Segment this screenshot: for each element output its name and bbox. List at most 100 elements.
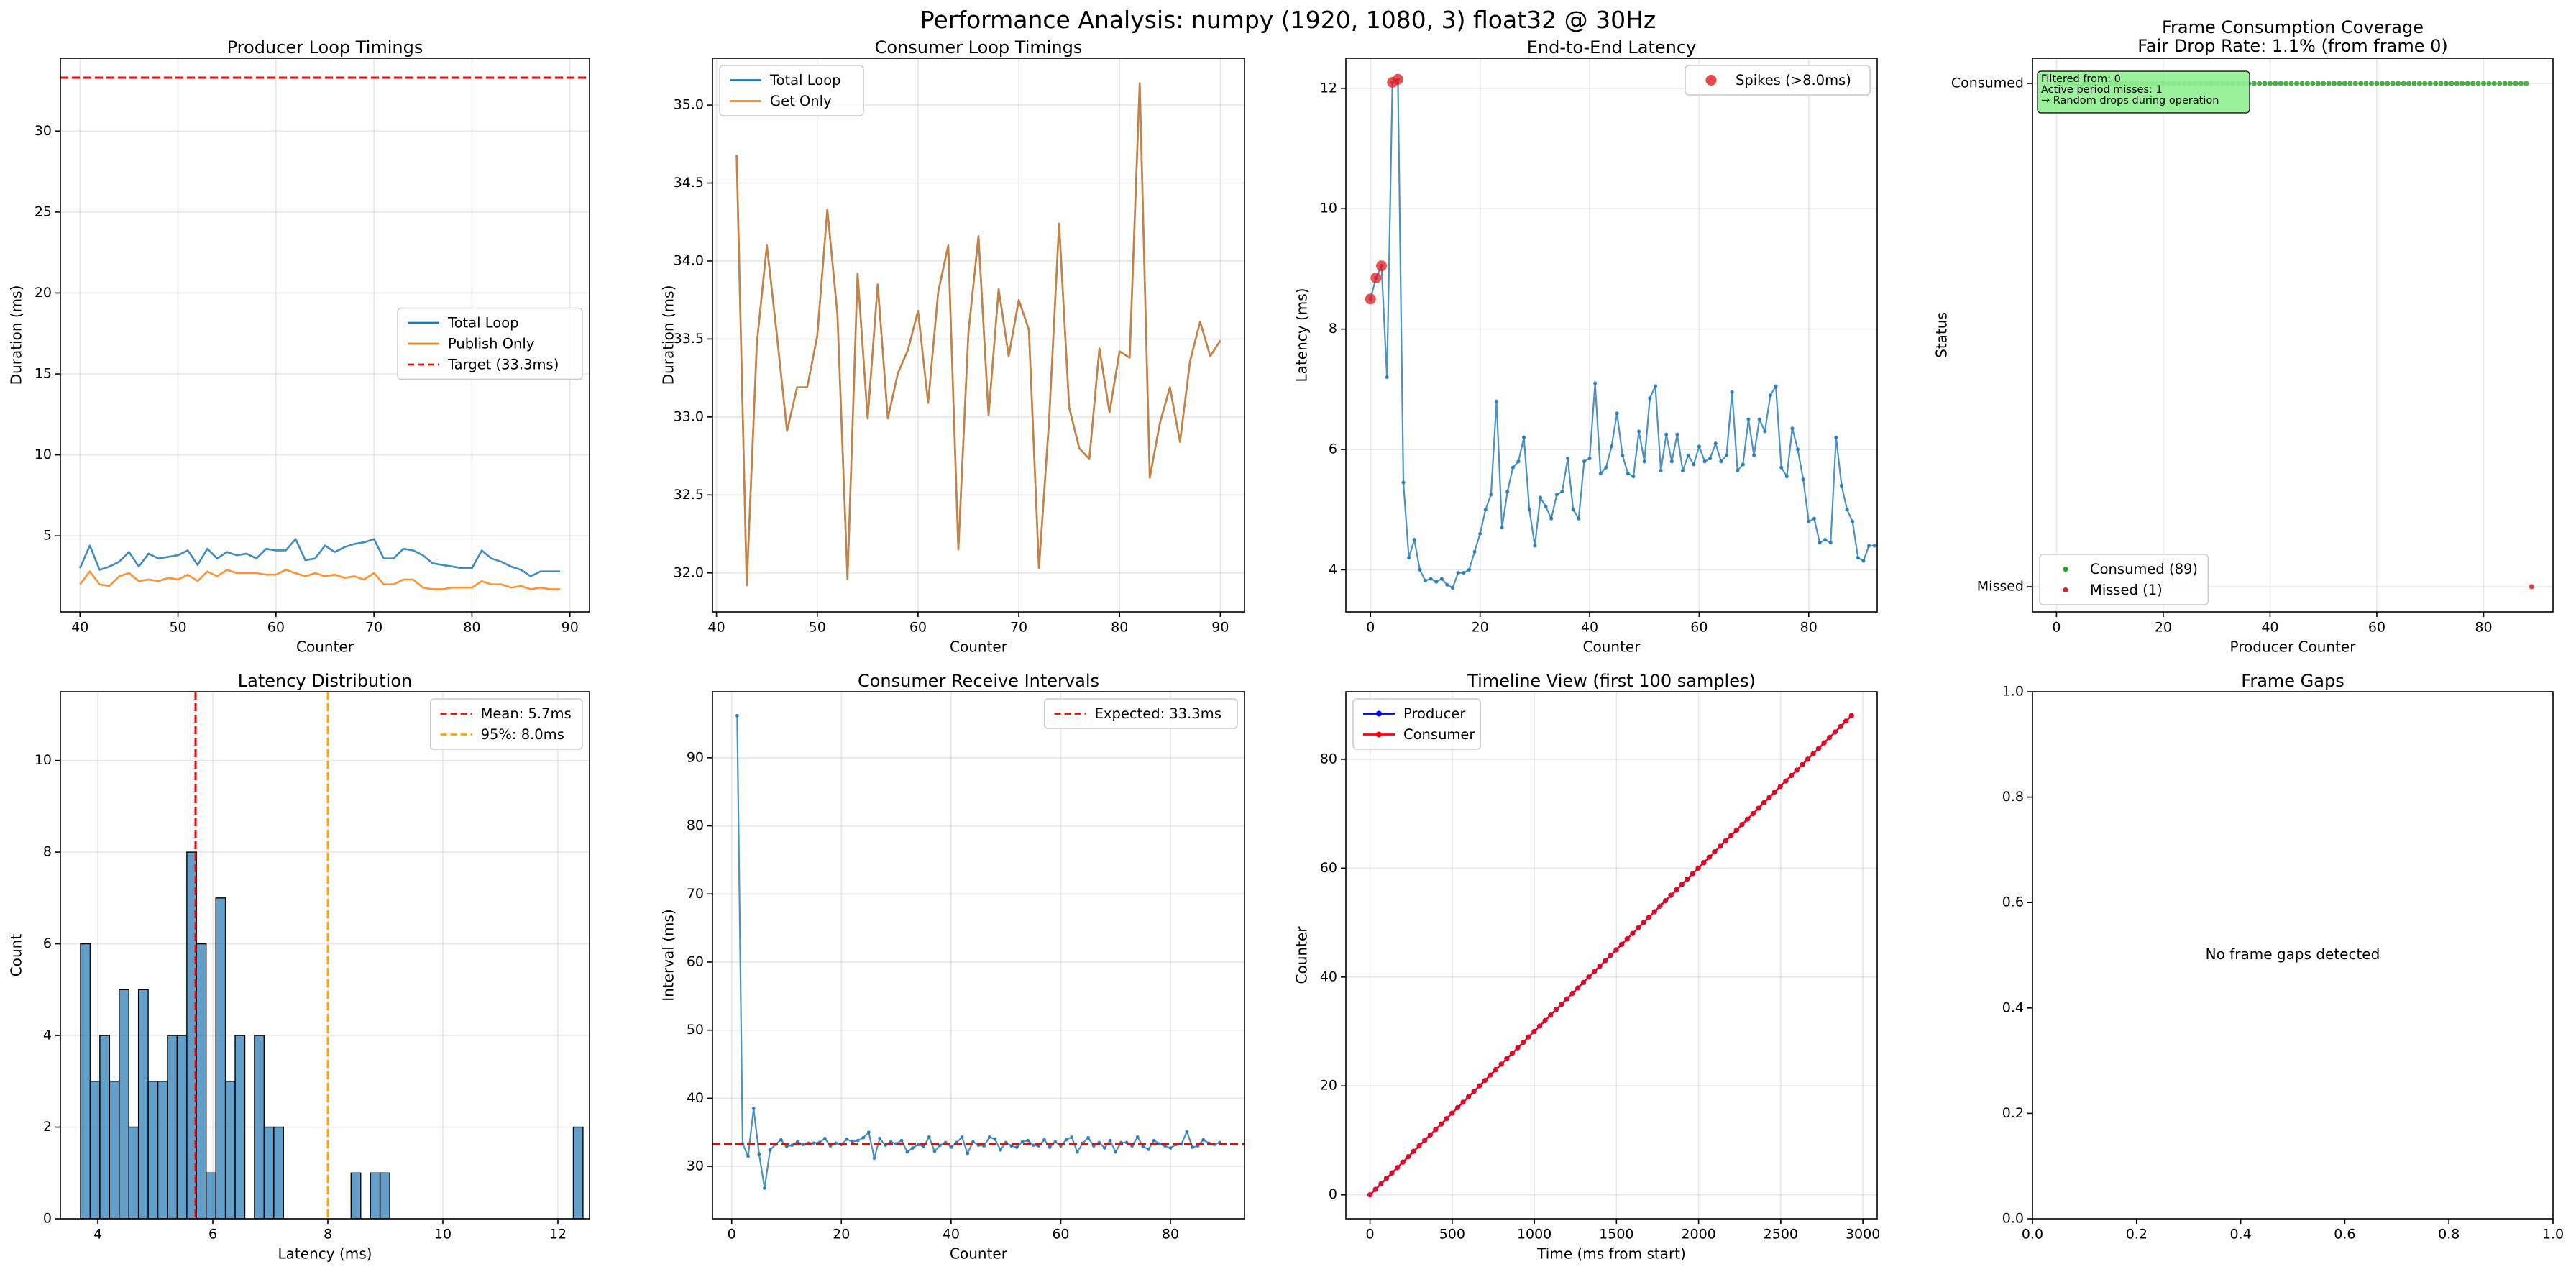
interval-point [916,1143,920,1147]
annotation-line: Active period misses: 1 [2041,84,2163,96]
consumed-point [2465,81,2470,86]
consumer-point [1559,1002,1564,1007]
spike-point [1370,272,1382,283]
y-axis-label: Duration (ms) [660,285,677,385]
consumed-point [2475,81,2481,86]
y-tick-label: 40 [1320,969,1337,984]
latency-point [1730,390,1734,395]
latency-point [1746,417,1751,421]
legend-box [429,698,583,750]
y-tick-label: 0.2 [2002,1105,2024,1121]
grid-lines [1346,58,1877,612]
interval-point [851,1140,854,1144]
consumed-point [2460,81,2465,86]
legend-box [1685,65,1871,96]
consumed-point [2342,81,2347,86]
x-tick-label: 80 [1800,620,1818,636]
x-tick-label: 40 [71,620,88,636]
consumed-point [2283,81,2289,86]
consumed-point [2486,81,2492,86]
consumer-point [1515,1045,1521,1051]
histogram-bar [176,1035,188,1219]
y-tick-label: 34.5 [674,175,704,191]
interval-point [1070,1135,1074,1139]
consumed-point [2480,81,2487,86]
chart-title: Consumer Receive Intervals [858,671,1099,691]
y-axis-label: Status [1933,312,1951,358]
axes-frame [712,691,1245,1220]
y-tick-label: 5 [43,528,52,544]
consumer-point [1662,898,1669,904]
histogram-bar [215,897,226,1219]
consumed-point [2352,81,2358,86]
x-tick-label: 90 [1211,620,1229,636]
consumer-point [1772,789,1778,795]
consumer-point [1465,1094,1472,1099]
chart-title: Latency Distribution [238,671,413,691]
annotation-box [2037,70,2250,114]
interval-point [1196,1144,1200,1148]
consumed-point [2401,81,2406,86]
latency-point [1692,462,1696,467]
legend-swatch-marker [1705,75,1717,86]
interval-point [1053,1140,1058,1144]
latency-point [1866,544,1871,548]
consumed-point [2406,81,2412,86]
consumer-point [1498,1061,1504,1067]
latency-point [1845,508,1849,512]
consumer-point [1438,1121,1444,1127]
consumer-point [1482,1078,1488,1084]
interval-point [790,1143,794,1148]
y-tick-label: 0.8 [2002,789,2024,805]
consumer-point [1383,1176,1390,1181]
chart-title: Frame Gaps [2241,671,2344,691]
consumer-point [1788,773,1795,779]
y-axis-label: Interval (ms) [660,909,677,1001]
latency-point [1511,465,1515,470]
consumer-point [1580,979,1586,985]
latency-point [1527,508,1531,512]
y-tick-label: 80 [1320,751,1337,767]
producer-loop-timings-panel: Producer Loop Timings 40 50 60 70 80 90 5 10 15 20… [8,37,590,656]
consumer-point [1603,958,1608,964]
latency-point [1653,384,1658,388]
y-tick-label: 40 [687,1090,704,1106]
consumed-point [2321,81,2327,86]
latency-point [1445,582,1449,587]
interval-point [1163,1144,1167,1148]
interval-point [845,1137,849,1141]
consumer-receive-intervals-panel: Consumer Receive Intervals 0 20 40 60 80 30 40 5… [660,671,1245,1263]
latency-point [1648,396,1652,401]
latency-point [1467,567,1472,572]
interval-point [784,1145,789,1149]
consumer-point [1810,751,1816,756]
consumer-point [1493,1066,1499,1073]
consumed-point [2337,81,2342,86]
interval-point [938,1143,942,1148]
grid-lines [2032,58,2553,612]
latency-point [1741,462,1745,467]
consumer-point [1471,1089,1477,1094]
interval-point [878,1136,882,1140]
x-axis-label: Producer Counter [2230,639,2357,656]
consumer-point [1504,1056,1510,1061]
consumed-point [2433,81,2439,86]
x-tick-label: 80 [463,620,480,636]
latency-point [1544,504,1548,509]
consumed-point [2449,81,2454,86]
interval-point [899,1138,904,1143]
x-tick-label: 50 [169,620,186,636]
interval-point [966,1151,970,1156]
missed-point [2529,584,2534,590]
consumed-point [2310,81,2316,86]
grid-lines [712,692,1245,1219]
interval-point [1185,1130,1189,1134]
consumed-point [2513,81,2518,86]
histogram-bar [350,1172,362,1219]
interval-point [861,1135,866,1140]
latency-distribution-panel: Latency Distribution 4 6 8 10 12 0 2 4 6 8 10 Latenc… [8,671,590,1263]
interval-point [1026,1138,1030,1143]
latency-line [1370,78,1875,589]
y-tick-label: 15 [35,366,52,382]
latency-point [1494,399,1499,403]
